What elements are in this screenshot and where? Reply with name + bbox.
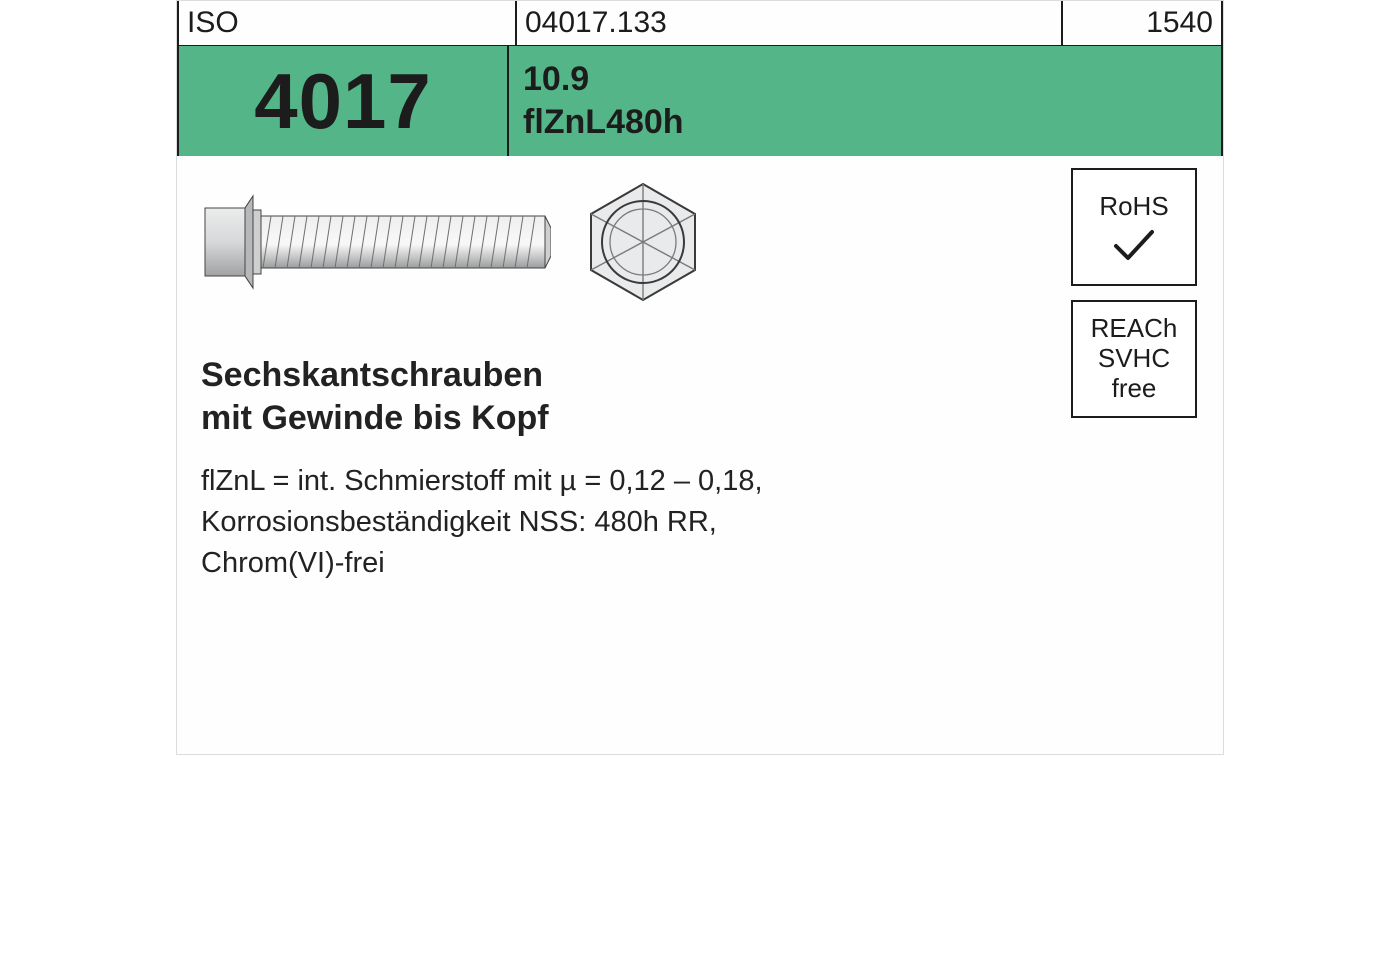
bolt-side-view-icon xyxy=(201,188,551,296)
code-cell: 1540 xyxy=(1063,1,1223,45)
article-number: 04017.133 xyxy=(525,6,667,40)
reach-line-3: free xyxy=(1112,374,1157,404)
datasheet-card: ISO 04017.133 1540 4017 10.9 flZnL480h xyxy=(176,0,1224,755)
product-description: flZnL = int. Schmierstoff mit µ = 0,12 –… xyxy=(201,461,841,585)
spec-cell: 10.9 flZnL480h xyxy=(509,46,1223,156)
header-row-2: 4017 10.9 flZnL480h xyxy=(177,46,1223,156)
check-icon xyxy=(1112,228,1156,262)
rohs-label: RoHS xyxy=(1099,192,1168,222)
header-row-1: ISO 04017.133 1540 xyxy=(177,1,1223,46)
reach-badge: REACh SVHC free xyxy=(1071,300,1197,418)
bolt-hex-view-icon xyxy=(579,178,707,306)
bolt-diagram xyxy=(201,178,1199,306)
standard-label-cell: ISO xyxy=(177,1,517,45)
article-cell: 04017.133 xyxy=(517,1,1063,45)
product-title: Sechskantschrauben mit Gewinde bis Kopf xyxy=(201,354,1199,439)
desc-line-2: Korrosionsbeständigkeit NSS: 480h RR, xyxy=(201,502,841,543)
reach-line-1: REACh xyxy=(1091,314,1178,344)
card-body: Sechskantschrauben mit Gewinde bis Kopf … xyxy=(177,156,1223,754)
desc-line-3: Chrom(VI)-frei xyxy=(201,543,841,584)
compliance-badges: RoHS REACh SVHC free xyxy=(1071,168,1197,418)
standard-number: 4017 xyxy=(254,56,432,147)
rohs-badge: RoHS xyxy=(1071,168,1197,286)
coating-code: flZnL480h xyxy=(523,103,1221,142)
standard-label: ISO xyxy=(187,6,239,40)
reach-line-2: SVHC xyxy=(1098,344,1170,374)
title-line-1: Sechskantschrauben xyxy=(201,354,1199,397)
strength-class: 10.9 xyxy=(523,60,1221,99)
desc-line-1: flZnL = int. Schmierstoff mit µ = 0,12 –… xyxy=(201,461,841,502)
code-number: 1540 xyxy=(1146,6,1213,40)
title-line-2: mit Gewinde bis Kopf xyxy=(201,397,1199,440)
standard-number-cell: 4017 xyxy=(177,46,509,156)
